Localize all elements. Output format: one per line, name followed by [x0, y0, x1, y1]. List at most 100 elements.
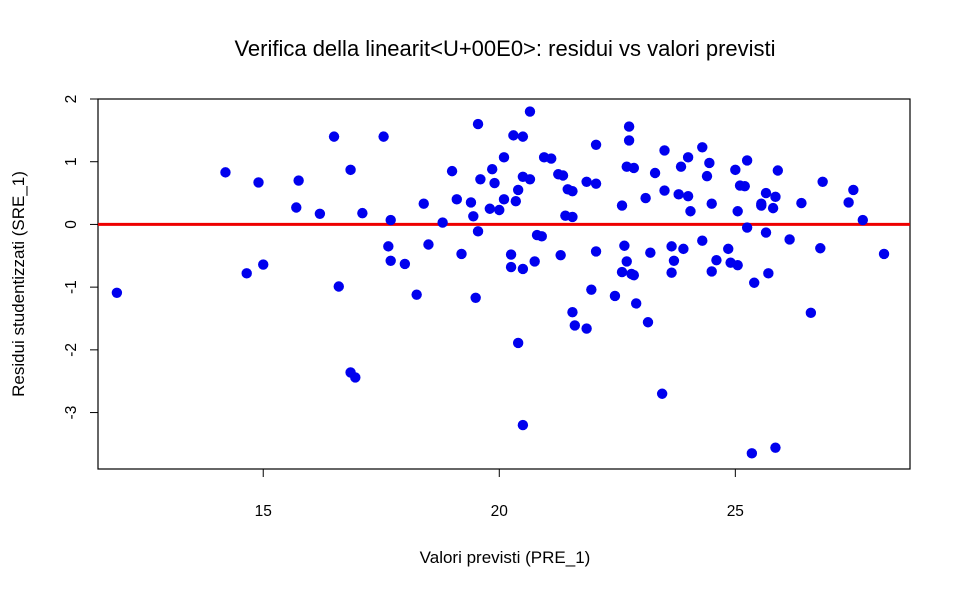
data-point [258, 259, 269, 270]
data-point [732, 206, 743, 217]
data-point [739, 180, 750, 192]
data-point [817, 176, 828, 187]
data-point [619, 240, 630, 251]
x-axis: 15 20 25 [255, 468, 744, 520]
data-point [666, 267, 677, 278]
data-point [220, 167, 231, 178]
data-points [111, 106, 890, 459]
data-point [505, 261, 517, 273]
data-point [666, 241, 677, 252]
data-point [621, 256, 632, 267]
data-point [704, 157, 715, 169]
data-point [472, 226, 484, 237]
data-point [350, 372, 361, 383]
data-point [848, 184, 859, 196]
data-point [111, 287, 123, 298]
data-point [512, 184, 524, 196]
data-point [529, 256, 540, 267]
data-point [569, 320, 581, 331]
data-point [498, 194, 510, 205]
data-point [767, 202, 779, 214]
data-point [567, 307, 578, 318]
data-point [546, 153, 557, 164]
data-point [465, 197, 477, 208]
data-point [623, 121, 635, 132]
data-point [536, 231, 547, 242]
data-point [656, 388, 668, 399]
data-point [659, 185, 670, 196]
data-point [383, 241, 394, 252]
data-point [557, 170, 569, 181]
data-point [581, 176, 592, 187]
data-point [706, 266, 717, 277]
data-point [723, 243, 734, 255]
x-tick-label: 20 [491, 503, 509, 520]
data-point [468, 211, 479, 222]
data-point [685, 206, 696, 217]
data-point [328, 131, 340, 142]
data-point [253, 177, 264, 188]
data-point [628, 162, 640, 174]
data-point [590, 139, 602, 150]
data-point [756, 200, 767, 211]
data-point [760, 227, 772, 238]
data-point [741, 222, 753, 233]
data-point [385, 255, 396, 266]
data-point [805, 307, 817, 319]
data-point [505, 249, 517, 260]
data-point [678, 243, 689, 255]
data-point [411, 289, 422, 300]
data-point [697, 235, 708, 246]
data-point [517, 263, 529, 275]
data-point [498, 152, 510, 163]
data-point [760, 187, 772, 199]
data-point [763, 268, 774, 279]
data-point [293, 175, 304, 186]
y-tick-label: 0 [63, 220, 80, 229]
data-point [628, 270, 640, 281]
data-point [732, 259, 743, 271]
data-point [494, 204, 505, 216]
data-point [512, 337, 524, 349]
data-point [673, 189, 684, 200]
data-point [555, 249, 566, 261]
data-point [399, 258, 411, 270]
data-point [418, 198, 429, 209]
data-point [642, 317, 654, 328]
y-axis-label: Residui studentizzati (SRE_1) [9, 171, 28, 397]
data-point [517, 419, 529, 431]
data-point [746, 448, 758, 459]
data-point [486, 164, 498, 175]
data-point [590, 178, 602, 189]
data-point [423, 239, 434, 250]
data-point [706, 198, 717, 209]
data-point [345, 164, 356, 176]
data-point [772, 165, 784, 176]
data-point [770, 191, 781, 203]
data-point [508, 130, 519, 141]
data-point [357, 207, 368, 219]
data-point [314, 208, 326, 219]
y-tick-label: 1 [63, 157, 80, 166]
data-point [333, 281, 344, 292]
data-point [741, 155, 753, 166]
data-point [586, 284, 597, 295]
data-point [675, 161, 687, 172]
y-tick-label: 2 [63, 95, 80, 104]
data-point [472, 118, 484, 130]
y-tick-label: -2 [63, 343, 80, 357]
data-point [489, 177, 500, 189]
data-point [451, 194, 462, 205]
y-tick-label: -1 [63, 280, 80, 294]
data-point [581, 323, 592, 334]
x-axis-label: Valori previsti (PRE_1) [420, 548, 591, 567]
data-point [437, 217, 448, 228]
data-point [649, 167, 661, 179]
data-point [590, 246, 602, 257]
data-point [470, 292, 481, 303]
data-point [446, 165, 458, 177]
data-point [291, 202, 302, 213]
data-point [623, 135, 635, 146]
data-point [730, 164, 741, 176]
